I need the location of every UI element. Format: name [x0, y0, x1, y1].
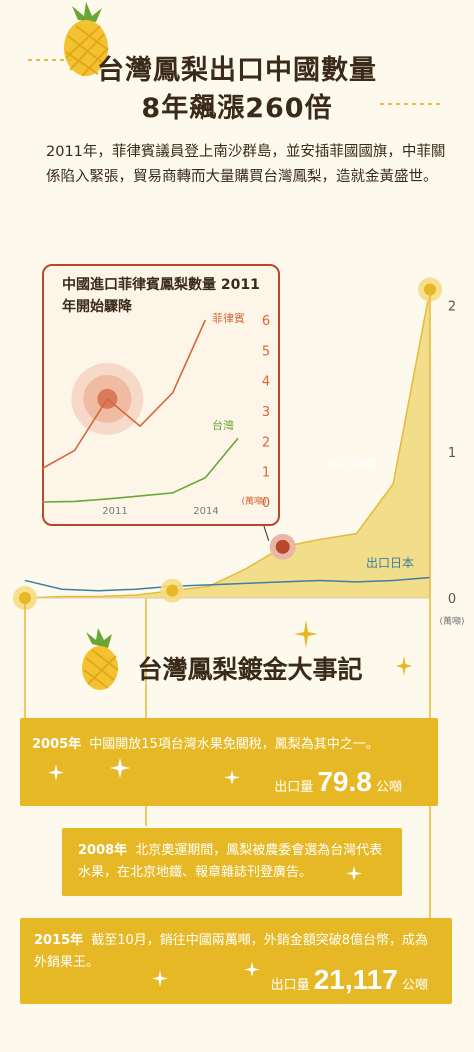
china-export-area [25, 289, 430, 598]
sparkle-icons [294, 620, 412, 676]
pineapple-icon [82, 628, 119, 690]
event-text: 截至10月，銷往中國兩萬噸，外銷金額突破8億台幣，成為外銷果王。 [34, 933, 429, 970]
china-export-line [24, 289, 431, 599]
amount-label: 出口量 [274, 780, 314, 795]
inset-y-tick-label: 5 [262, 344, 270, 359]
inset-y-tick-label: 1 [262, 466, 270, 481]
series-label-china: 出口中國 [328, 456, 376, 471]
pineapple-icon [64, 2, 109, 77]
amount-unit: 公噸 [375, 780, 402, 795]
amount-value: 21,117 [313, 964, 398, 995]
event-card-2005: 2005年 中國開放15項台灣水果免關稅，鳳梨為其中之一。 出口量 79.8 公噸 [20, 718, 438, 806]
amount-unit: 公噸 [401, 978, 428, 993]
series-label-taiwan: 台灣 [212, 418, 234, 432]
inset-y-tick-label: 3 [262, 405, 270, 420]
event-text: 中國開放15項台灣水果免關稅，鳳梨為其中之一。 [89, 737, 379, 752]
inset-x-tick-label: 2014 [193, 506, 218, 517]
inset-y-tick-label: 2 [262, 435, 270, 450]
amount-label: 出口量 [270, 978, 310, 993]
main-title-line2: 8年飆漲260倍 [141, 93, 333, 124]
highlight-2011-marker [275, 539, 290, 554]
inset-y-tick-label: 4 [262, 375, 270, 390]
inset-y-tick-label: 6 [262, 314, 270, 329]
event-card-2015: 2015年 截至10月，銷往中國兩萬噸，外銷金額突破8億台幣，成為外銷果王。 出口… [20, 918, 452, 1004]
inset-chart-title: 中國進口菲律賓鳳梨數量 2011年開始驟降 [62, 277, 260, 315]
event-card-2008: 2008年 北京奧運期間，鳳梨被農委會選為台灣代表水果，在北京地鐵、報章雜誌刊登廣… [62, 828, 402, 896]
marker-2015 [424, 283, 436, 296]
y-unit-label: (萬噸) [439, 615, 464, 627]
japan-export-line [24, 576, 431, 592]
marker-2008 [166, 584, 179, 597]
taiwan-line [41, 437, 239, 503]
inset-y-unit-label: (萬噸) [241, 495, 266, 507]
intro-paragraph: 2011年，菲律賓議員登上南沙群島，並安插菲國國旗，中菲關係陷入緊張，貿易商轉而… [46, 144, 446, 185]
inset-y-tick-label: 0 [262, 496, 270, 511]
amount-value: 79.8 [317, 766, 372, 797]
y-tick-label: 1 [448, 446, 456, 461]
inset-x-tick-label: 2011 [102, 506, 127, 517]
event-year: 2015年 [34, 933, 84, 948]
y-tick-label: 2 [448, 300, 456, 315]
philippines-line [41, 319, 207, 470]
event-year: 2005年 [32, 737, 82, 752]
event-year: 2008年 [78, 843, 128, 858]
event-text: 北京奧運期間，鳳梨被農委會選為台灣代表水果，在北京地鐵、報章雜誌刊登廣告。 [78, 843, 383, 880]
main-title-line1: 台灣鳳梨出口中國數量 [97, 55, 377, 86]
series-label-japan: 出口日本 [366, 556, 414, 570]
series-label-philippines: 菲律賓 [212, 311, 245, 325]
y-tick-label: 0 [448, 592, 456, 607]
timeline-title: 台灣鳳梨鍍金大事記 [137, 655, 363, 684]
event-amount: 出口量 79.8 公噸 [274, 766, 402, 798]
event-amount: 出口量 21,117 公噸 [271, 964, 428, 996]
